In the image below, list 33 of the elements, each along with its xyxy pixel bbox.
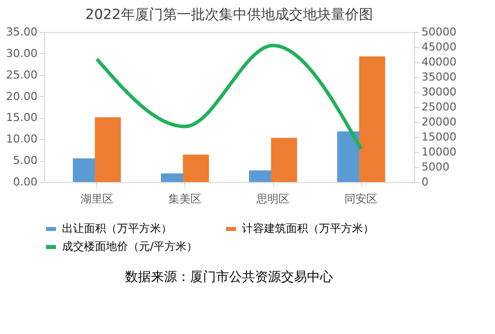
y-tick-label: 5.00 [13, 154, 38, 168]
chart-title: 2022年厦门第一批次集中供地成交地块量价图 [85, 7, 373, 23]
y2-tick-label: 40000 [422, 56, 456, 68]
y2-tick-label: 15000 [422, 130, 456, 144]
y-tick-label: 10.00 [6, 132, 38, 146]
x-tick-label: 湖里区 [80, 192, 114, 206]
y2-tick-label: 5000 [422, 160, 450, 174]
y-tick-label: 20.00 [6, 90, 38, 103]
bar [359, 56, 386, 182]
y2-tick-label: 25000 [422, 100, 456, 114]
y2-tick-label: 35000 [422, 70, 456, 84]
y2-tick-label: 45000 [422, 40, 456, 54]
legend-label: 出让面积（万平方米） [62, 222, 172, 235]
y2-tick-label: 50000 [422, 26, 456, 38]
y2-tick-label: 0 [422, 176, 428, 188]
y2-tick-label: 10000 [422, 146, 456, 158]
legend-label: 计容建筑面积（万平方米） [242, 222, 374, 235]
y-tick-label: 0.00 [13, 176, 38, 188]
y-tick-label: 35.00 [6, 26, 38, 38]
y2-tick-label: 30000 [422, 86, 456, 98]
bar [271, 138, 298, 182]
x-tick-label: 思明区 [256, 192, 290, 206]
y-tick-label: 25.00 [6, 68, 38, 82]
source-note: 数据来源：厦门市公共资源交易中心 [125, 269, 333, 285]
line-series [95, 44, 363, 151]
legend-label: 成交楼面地价（元/平方米） [62, 240, 198, 253]
y2-tick-label: 20000 [422, 116, 456, 128]
y-tick-label: 15.00 [6, 111, 38, 124]
y-tick-label: 30.00 [6, 46, 38, 60]
bar [94, 117, 121, 182]
x-tick-label: 同安区 [344, 192, 378, 206]
bar [182, 154, 209, 182]
x-tick-label: 集美区 [168, 192, 202, 206]
